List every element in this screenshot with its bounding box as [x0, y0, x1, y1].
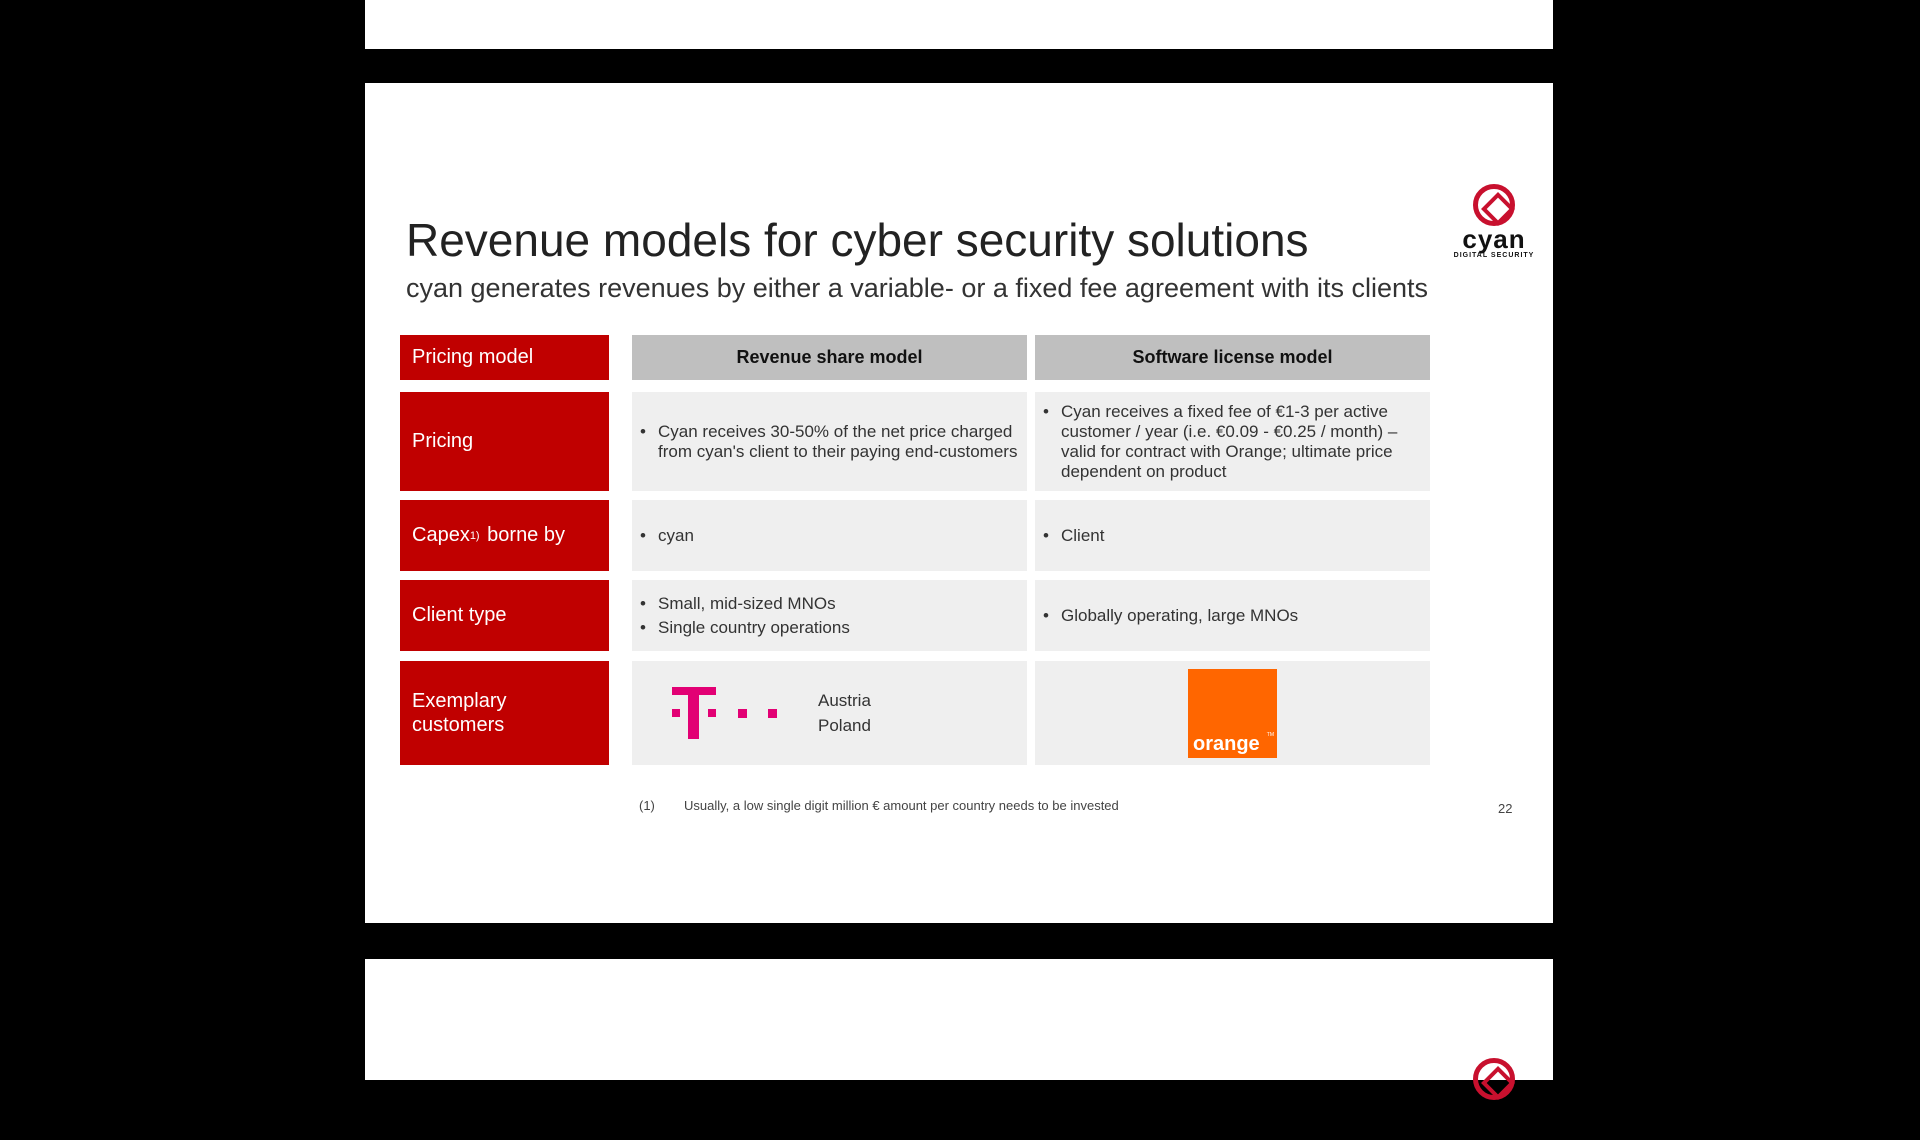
cyan-logo [1451, 1058, 1537, 1140]
country-austria: Austria [818, 691, 871, 710]
pricing-software-license: Cyan receives a fixed fee of €1-3 per ac… [1035, 392, 1430, 491]
page-title: Revenue models for cyber security soluti… [406, 214, 1309, 266]
header-revenue-share: Revenue share model [632, 335, 1027, 380]
orange-logo: orange TM [1188, 668, 1277, 758]
row-label-client-type: Client type [400, 580, 609, 651]
list-item: Small, mid-sized MNOs [640, 594, 850, 614]
header-software-license: Software license model [1035, 335, 1430, 380]
list-item: Cyan receives a fixed fee of €1-3 per ac… [1043, 402, 1422, 482]
footnote-marker: (1) [639, 798, 655, 813]
country-poland: Poland [818, 716, 871, 735]
capex-revenue-share: cyan [632, 500, 1027, 571]
cyan-logo-icon [1473, 184, 1515, 226]
list-item: Client [1043, 526, 1104, 546]
next-slide [365, 959, 1553, 1100]
row-label-capex: Capex 1) borne by [400, 500, 609, 571]
page-subtitle: cyan generates revenues by either a vari… [406, 273, 1429, 303]
cyan-logo: cyan DIGITAL SECURITY [1451, 184, 1537, 266]
client-type-revenue-share: Small, mid-sized MNOs Single country oper… [632, 580, 1027, 651]
row-label-exemplary-customers: Exemplary customers [400, 661, 609, 765]
pricing-revenue-share: Cyan receives 30-50% of the net price ch… [632, 392, 1027, 491]
list-item: Cyan receives 30-50% of the net price ch… [640, 422, 1019, 462]
logo-word: cyan [1462, 224, 1526, 254]
slide: Revenue models for cyber security soluti… [365, 83, 1553, 923]
client-type-software-license: Globally operating, large MNOs [1035, 580, 1430, 651]
row-label-pricing: Pricing [400, 392, 609, 491]
exemplary-software-license: orange TM [1035, 661, 1430, 765]
exemplary-revenue-share: Austria Poland [632, 661, 1027, 765]
list-item: Globally operating, large MNOs [1043, 606, 1298, 626]
telekom-logo [672, 683, 782, 743]
list-item: Single country operations [640, 618, 850, 638]
logo-tag: DIGITAL SECURITY [1453, 252, 1535, 259]
capex-software-license: Client [1035, 500, 1430, 571]
footnote-text: Usually, a low single digit million € am… [684, 798, 1119, 813]
page-number: 22 [1498, 801, 1513, 816]
cyan-logo-icon [1473, 1058, 1515, 1100]
list-item: cyan [640, 526, 694, 546]
header-label: Pricing model [400, 335, 609, 380]
previous-slide [365, 0, 1553, 49]
